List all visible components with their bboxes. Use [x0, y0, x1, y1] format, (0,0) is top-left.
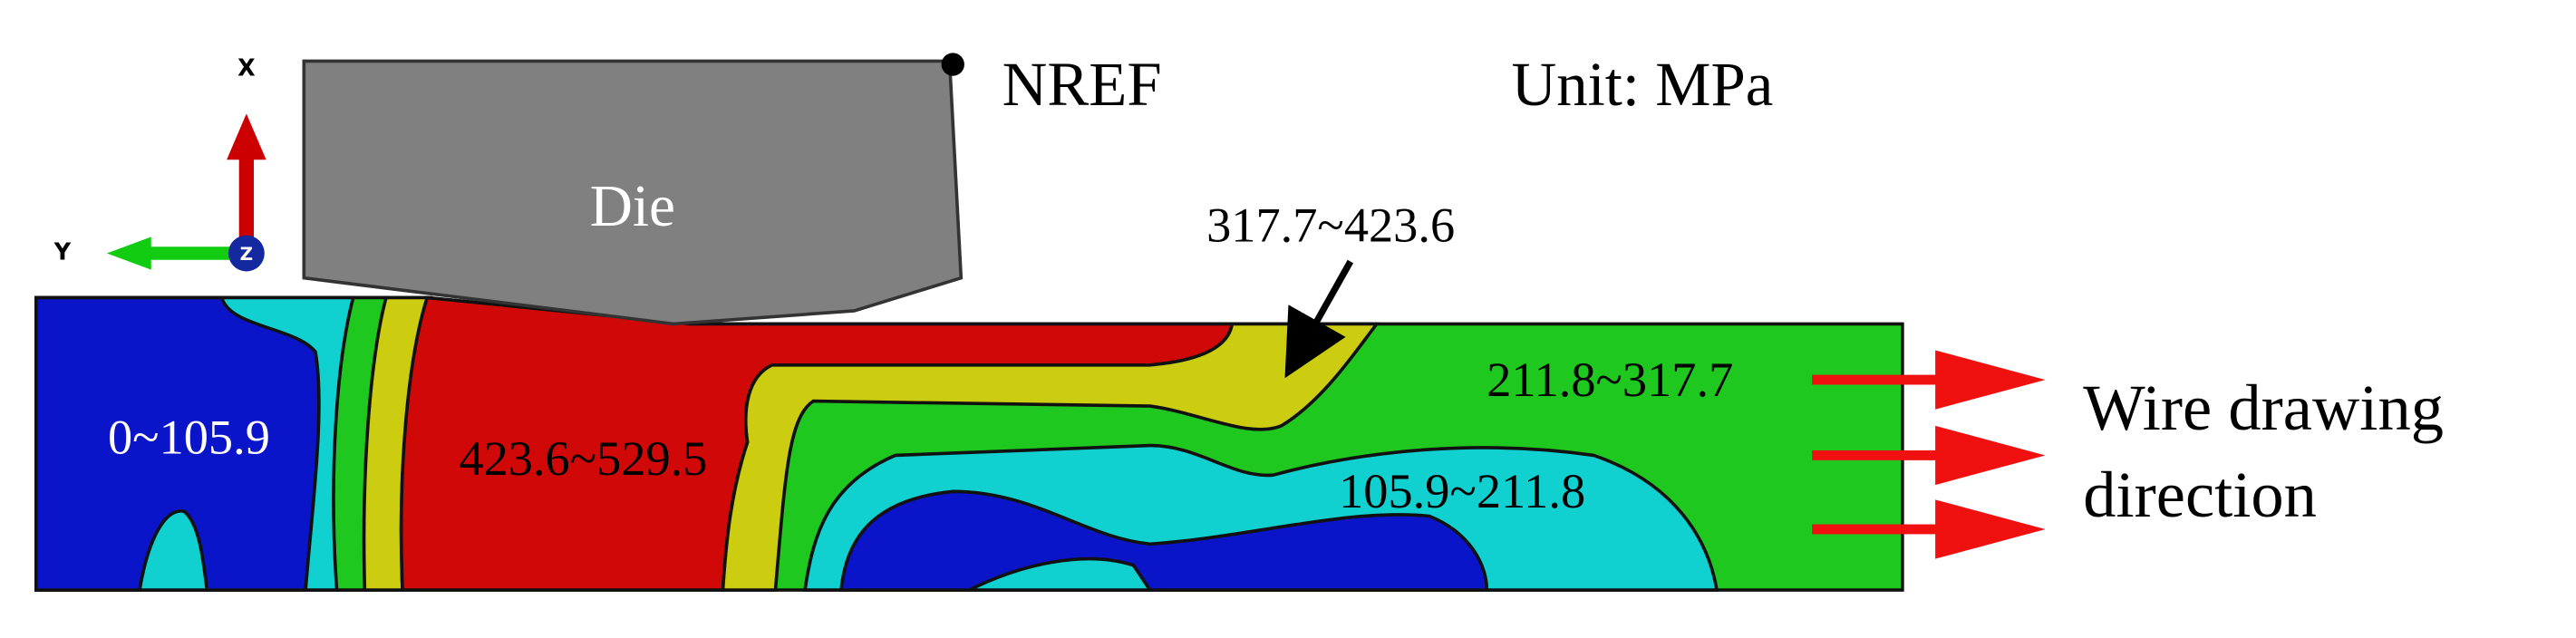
contour-label: 211.8~317.7	[1487, 353, 1733, 407]
arrow-shaft	[1812, 374, 1944, 385]
wire-contours	[34, 295, 1904, 592]
contour-label: 317.7~423.6	[1206, 198, 1455, 253]
arrow-head	[1935, 350, 2046, 410]
z-axis-dot	[228, 235, 265, 272]
region-blue	[838, 489, 1489, 592]
unit-label: Unit: MPa	[1512, 50, 1774, 119]
arrow-head	[1935, 499, 2046, 559]
direction-label: direction	[2083, 458, 2317, 531]
die-label: Die	[590, 174, 675, 239]
y-axis-label: Y	[53, 238, 72, 266]
direction-arrows	[1812, 350, 2046, 559]
arrow-shaft	[1812, 524, 1944, 535]
arrow-head	[1935, 425, 2046, 486]
region-blue-left	[34, 295, 321, 592]
region-yellow	[721, 322, 1380, 592]
y-axis-head	[106, 237, 151, 270]
figure: X Y Z Die NREF Unit: MPa 0~105.9 423.6~5…	[34, 50, 2444, 592]
reference-point-dot	[941, 53, 964, 76]
contour-label: 0~105.9	[108, 410, 270, 464]
direction-label: Wire drawing	[2083, 371, 2444, 444]
contour-label: 423.6~529.5	[459, 431, 707, 486]
z-axis-label: Z	[240, 244, 253, 265]
x-axis-label: X	[237, 54, 256, 82]
contour-label: 105.9~211.8	[1339, 464, 1585, 518]
reference-point-label: NREF	[1002, 50, 1162, 119]
region-cyan-inner	[968, 556, 1154, 592]
pointer-arrow	[1284, 259, 1354, 379]
arrow-shaft	[1812, 450, 1944, 460]
region-cyan-spot	[137, 509, 209, 592]
x-axis-head	[227, 113, 266, 160]
